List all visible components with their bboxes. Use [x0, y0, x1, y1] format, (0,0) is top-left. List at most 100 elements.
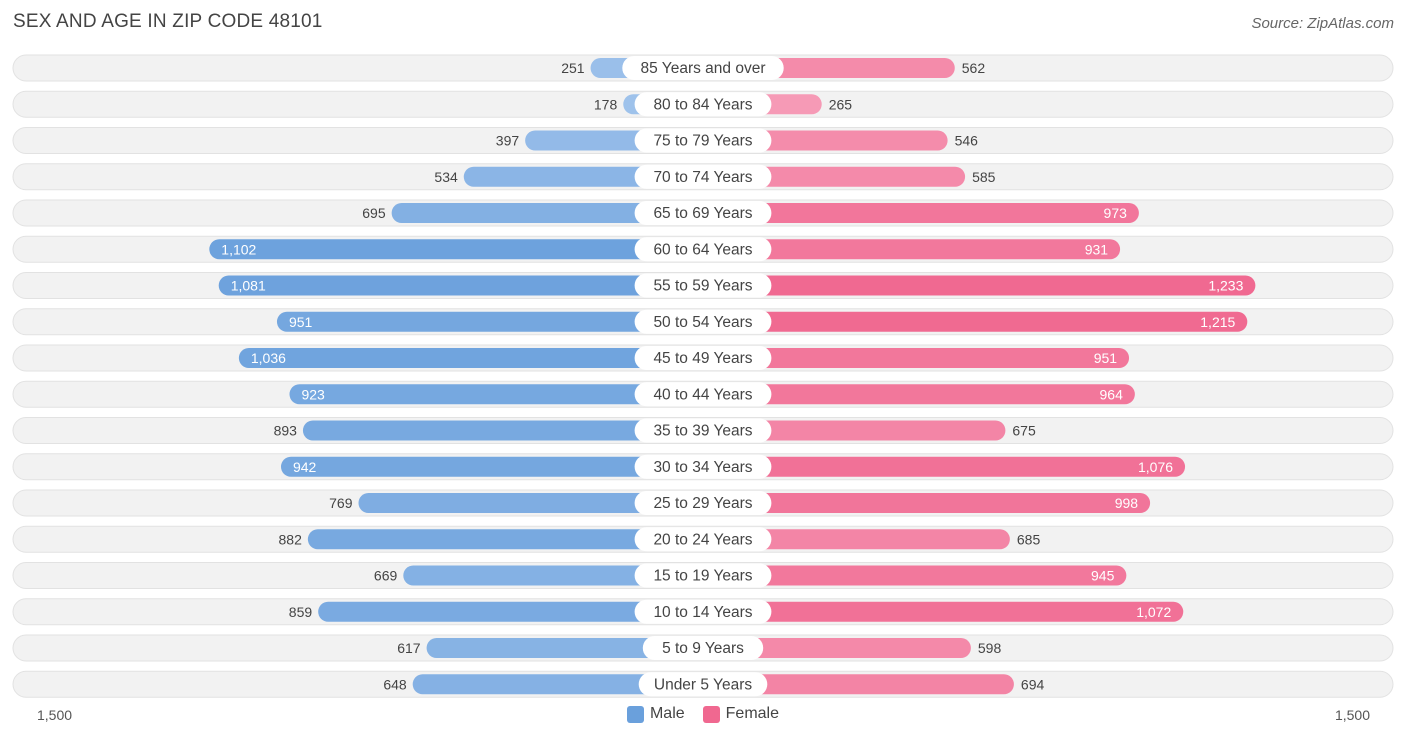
category-label: 25 to 29 Years — [653, 495, 752, 512]
axis-label-left: 1,500 — [37, 707, 73, 723]
category-label: Under 5 Years — [654, 676, 752, 693]
category-pill — [634, 454, 772, 479]
category-pill — [622, 56, 784, 80]
bar-female — [703, 456, 1186, 477]
category-label: 65 to 69 Years — [653, 205, 752, 222]
value-label-female: 1,215 — [1200, 314, 1235, 330]
category-label: 85 Years and over — [641, 60, 766, 77]
value-label-male: 882 — [279, 531, 303, 547]
legend-label-female: Female — [725, 705, 780, 722]
value-label-female: 694 — [1021, 676, 1045, 692]
value-label-male: 923 — [301, 386, 325, 402]
category-pill — [634, 237, 772, 262]
value-label-female: 964 — [1100, 386, 1124, 402]
bar-male — [412, 674, 703, 695]
value-label-female: 562 — [962, 60, 986, 76]
source-label: Source: ZipAtlas.com — [1251, 15, 1394, 32]
bar-male — [238, 348, 703, 368]
bar-female — [703, 311, 1248, 332]
category-pill — [634, 273, 772, 298]
category-pill — [634, 164, 772, 189]
bar-male — [209, 239, 703, 260]
bar-female — [703, 674, 1014, 695]
bar-female — [703, 420, 1006, 441]
chart-row: 1,102 931 60 to 64 Years — [12, 235, 1394, 263]
bar-female — [703, 565, 1127, 586]
chart-row: 859 1,072 10 to 14 Years — [12, 598, 1394, 626]
value-label-male: 942 — [293, 459, 317, 475]
value-label-female: 998 — [1115, 495, 1139, 511]
chart-row: 942 1,076 30 to 34 Years — [12, 453, 1394, 481]
value-label-female: 546 — [955, 133, 979, 149]
category-label: 35 to 39 Years — [653, 423, 752, 440]
category-label: 45 to 49 Years — [653, 350, 752, 367]
value-label-female: 265 — [829, 96, 853, 112]
chart-row: 251 562 85 Years and over — [12, 54, 1394, 82]
value-label-male: 669 — [374, 568, 398, 584]
chart-row: 178 265 80 to 84 Years — [12, 90, 1394, 118]
category-pill — [634, 418, 772, 443]
chart-row: 923 964 40 to 44 Years — [12, 380, 1394, 408]
category-label: 40 to 44 Years — [653, 386, 752, 403]
bar-female — [703, 493, 1151, 513]
category-label: 75 to 79 Years — [653, 133, 752, 150]
chart-row: 769 998 25 to 29 Years — [12, 489, 1394, 517]
legend-swatch-male — [626, 705, 644, 723]
chart-row: 397 546 75 to 79 Years — [12, 127, 1394, 154]
value-label-male: 769 — [329, 495, 353, 511]
category-pill — [634, 527, 772, 552]
bar-male — [426, 638, 703, 658]
category-pill — [634, 382, 772, 407]
value-label-female: 675 — [1012, 423, 1036, 439]
bar-male — [280, 456, 703, 477]
chart-row: 534 585 70 to 74 Years — [12, 163, 1394, 191]
value-label-female: 1,076 — [1138, 459, 1173, 475]
chart-row: 669 945 15 to 19 Years — [12, 562, 1394, 589]
category-label: 5 to 9 Years — [662, 640, 744, 657]
value-label-female: 685 — [1017, 531, 1041, 547]
category-label: 80 to 84 Years — [653, 96, 752, 113]
value-label-male: 251 — [561, 60, 585, 76]
value-label-female: 945 — [1091, 568, 1115, 584]
value-label-female: 598 — [978, 640, 1002, 656]
value-label-female: 951 — [1094, 350, 1118, 366]
bar-female — [703, 348, 1130, 368]
category-pill — [634, 309, 772, 334]
legend-label-male: Male — [649, 705, 685, 722]
bar-male — [307, 529, 703, 550]
category-pill — [642, 636, 764, 660]
category-label: 50 to 54 Years — [653, 314, 752, 331]
value-label-female: 1,072 — [1136, 604, 1171, 620]
value-label-female: 931 — [1085, 241, 1109, 257]
category-label: 10 to 14 Years — [653, 604, 752, 621]
chart-title: SEX AND AGE IN ZIP CODE 48101 — [13, 11, 323, 32]
bar-male — [218, 275, 703, 296]
category-label: 55 to 59 Years — [653, 278, 752, 295]
category-pill — [638, 672, 768, 697]
legend-swatch-female — [702, 705, 720, 723]
value-label-female: 1,233 — [1208, 278, 1243, 294]
category-label: 15 to 19 Years — [653, 568, 752, 585]
bar-male — [318, 601, 703, 622]
category-label: 20 to 24 Years — [653, 531, 752, 548]
category-label: 30 to 34 Years — [653, 459, 752, 476]
bar-female — [703, 275, 1256, 296]
value-label-male: 695 — [362, 205, 386, 221]
category-label: 60 to 64 Years — [653, 241, 752, 258]
chart-row: 1,081 1,233 55 to 59 Years — [12, 272, 1394, 299]
bar-male — [302, 420, 703, 441]
value-label-female: 585 — [972, 169, 996, 185]
bar-male — [276, 311, 703, 332]
bar-male — [289, 384, 703, 405]
value-label-male: 648 — [383, 676, 407, 692]
value-label-male: 951 — [289, 314, 313, 330]
bar-male — [403, 565, 703, 586]
bar-female — [703, 239, 1121, 260]
category-pill — [634, 346, 772, 370]
legend-item-male: Male — [626, 705, 685, 723]
chart-row: 893 675 35 to 39 Years — [12, 417, 1394, 444]
category-pill — [634, 128, 772, 153]
bar-male — [358, 493, 703, 513]
value-label-male: 1,102 — [221, 241, 256, 257]
